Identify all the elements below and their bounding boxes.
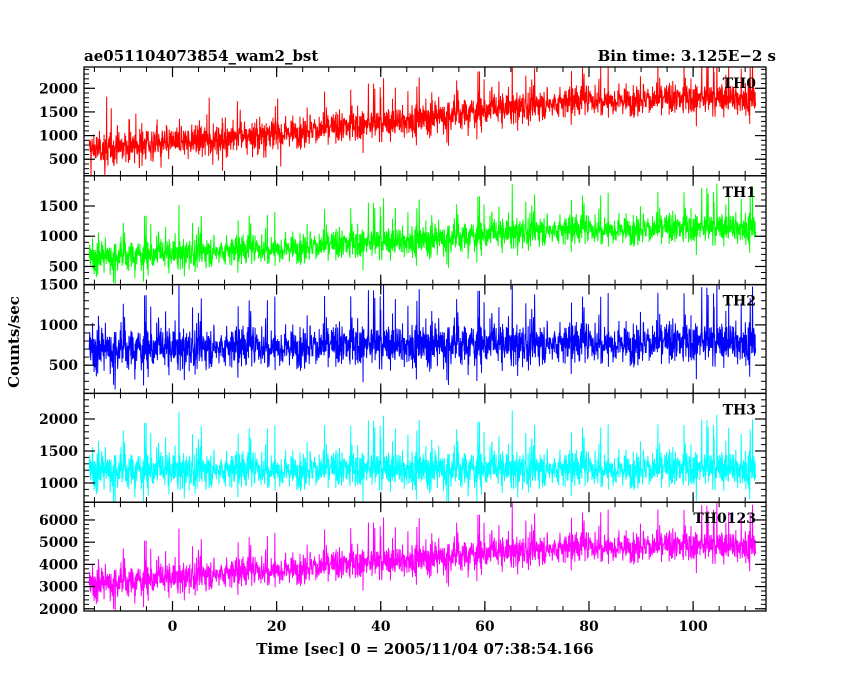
panel-label-th3: TH3 [723,402,756,418]
y-tick-label: 6000 [39,513,78,529]
y-tick-label: 2000 [39,602,78,618]
figure-title-right: Bin time: 3.125E−2 s [598,47,776,65]
panel-label-th0123: TH0123 [693,511,756,527]
figure-title-left: ae051104073854_wam2_bst [84,47,318,65]
x-tick-label: 0 [168,619,178,635]
y-tick-label: 1000 [39,129,78,145]
y-tick-label: 2000 [39,412,78,428]
series-line-th0123 [88,502,757,612]
y-tick-label: 500 [49,152,78,168]
y-tick-label: 4000 [39,557,78,573]
y-tick-label: 1000 [39,476,78,492]
y-tick-label: 2000 [39,81,78,97]
y-tick-label: 5000 [39,535,78,551]
y-tick-label: 1000 [39,318,78,334]
series-line-th1 [88,183,757,285]
x-tick-label: 60 [475,619,495,635]
y-tick-label: 500 [49,358,78,374]
panel-label-th0: TH0 [723,76,757,92]
series-line-th3 [88,410,757,503]
series-line-th2 [88,284,757,390]
panel-frame-th3 [83,392,767,503]
x-tick-label: 20 [267,619,287,635]
panel-frame-th0 [83,66,767,177]
y-tick-label: 1000 [39,229,78,245]
x-tick-label: 40 [371,619,391,635]
y-tick-label: 1500 [39,105,78,121]
y-tick-label: 3000 [39,580,78,596]
x-tick-label: 80 [579,619,599,635]
series-line-th0 [88,67,757,176]
x-axis-label: Time [sec] 0 = 2005/11/04 07:38:54.166 [256,640,593,658]
panel-frame-th1 [83,175,767,286]
panel-label-th2: TH2 [723,294,756,310]
y-tick-label: 1500 [39,444,78,460]
y-tick-label: 1500 [39,199,78,215]
panel-label-th1: TH1 [723,185,756,201]
panel-frame-th0123 [83,501,767,612]
x-tick-label: 100 [678,619,707,635]
y-tick-label: 500 [49,259,78,275]
y-tick-label: 1500 [39,278,78,294]
y-axis-label: Counts/sec [5,296,23,388]
